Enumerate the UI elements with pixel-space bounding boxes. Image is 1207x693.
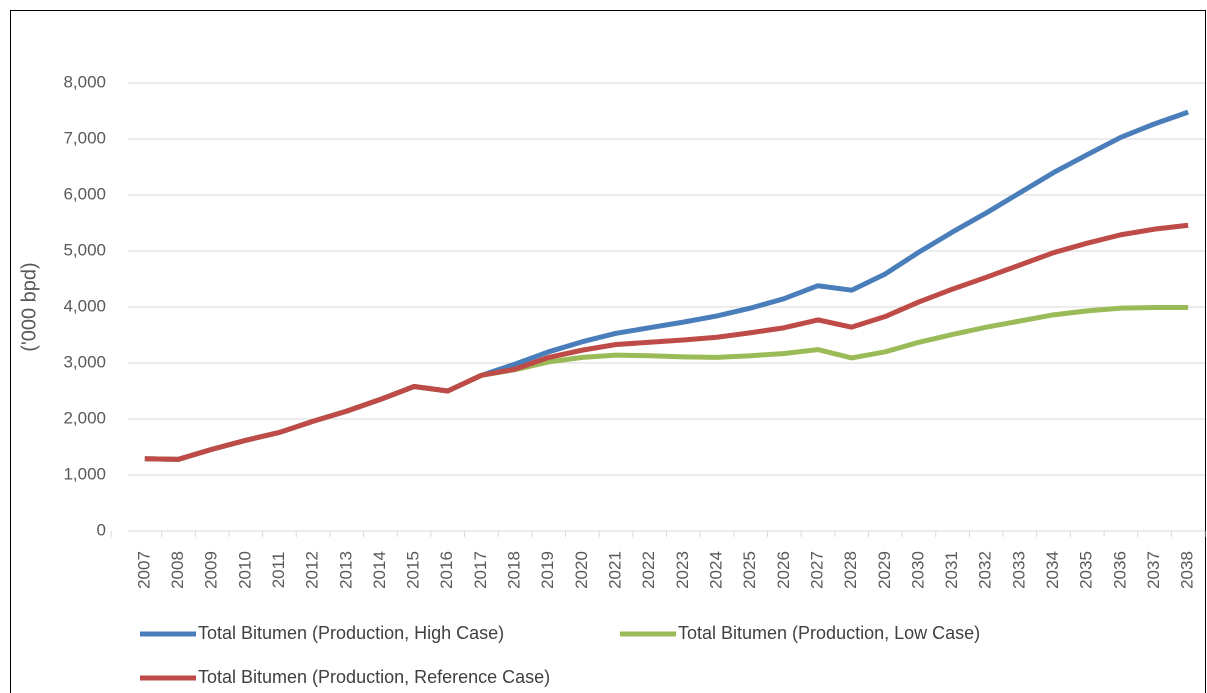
x-tick-label: 2036 — [1110, 551, 1129, 589]
x-tick-label: 2018 — [505, 551, 524, 589]
x-tick-label: 2038 — [1178, 551, 1197, 589]
y-tick-label: 7,000 — [63, 128, 106, 147]
y-tick-label: 0 — [97, 520, 106, 539]
line-series — [144, 222, 1189, 462]
x-tick-label: 2012 — [303, 551, 322, 589]
x-tick-label: 2010 — [235, 551, 254, 589]
x-tick-label: 2007 — [134, 551, 153, 589]
x-tick-label: 2034 — [1043, 551, 1062, 589]
x-tick-label: 2021 — [606, 551, 625, 589]
x-tick-label: 2016 — [437, 551, 456, 589]
y-tick-label: 1,000 — [63, 464, 106, 483]
x-tick-label: 2023 — [673, 551, 692, 589]
x-tick-label: 2032 — [976, 551, 995, 589]
y-tick-label: 6,000 — [63, 184, 106, 203]
x-tick-label: 2019 — [538, 551, 557, 589]
line-series — [144, 305, 1189, 462]
x-tick-label: 2008 — [168, 551, 187, 589]
chart-border — [10, 10, 1206, 693]
y-tick-label: 8,000 — [63, 72, 106, 91]
legend-label: Total Bitumen (Production, Low Case) — [678, 623, 980, 643]
legend-label: Total Bitumen (Production, High Case) — [198, 623, 504, 643]
x-tick-label: 2011 — [269, 552, 288, 589]
y-tick-label: 3,000 — [63, 352, 106, 371]
x-tick-label: 2022 — [639, 551, 658, 589]
x-tick-label: 2017 — [471, 551, 490, 589]
y-tick-label: 5,000 — [63, 240, 106, 259]
line-series — [144, 109, 1189, 462]
legend: Total Bitumen (Production, High Case) Tot… — [140, 623, 980, 687]
x-tick-label: 2013 — [336, 551, 355, 589]
x-tick-label: 2015 — [404, 551, 423, 589]
x-tick-label: 2024 — [706, 551, 725, 589]
x-tick-label: 2014 — [370, 551, 389, 589]
x-tick-label: 2037 — [1144, 551, 1163, 589]
legend-label: Total Bitumen (Production, Reference Cas… — [198, 667, 550, 687]
x-tick-label: 2029 — [875, 551, 894, 589]
x-tick-label: 2035 — [1077, 551, 1096, 589]
x-tick-label: 2025 — [740, 551, 759, 589]
y-axis-label: ('000 bpd) — [18, 262, 40, 351]
x-tick-label: 2009 — [202, 551, 221, 589]
x-tick-label: 2028 — [841, 551, 860, 589]
x-tick-label: 2027 — [807, 551, 826, 589]
x-tick-label: 2033 — [1009, 551, 1028, 589]
y-tick-label: 4,000 — [63, 296, 106, 315]
x-tick-label: 2030 — [908, 551, 927, 589]
x-tick-label: 2020 — [572, 551, 591, 589]
y-tick-label: 2,000 — [63, 408, 106, 427]
x-tick-label: 2031 — [942, 551, 961, 589]
x-tick-label: 2026 — [774, 551, 793, 589]
